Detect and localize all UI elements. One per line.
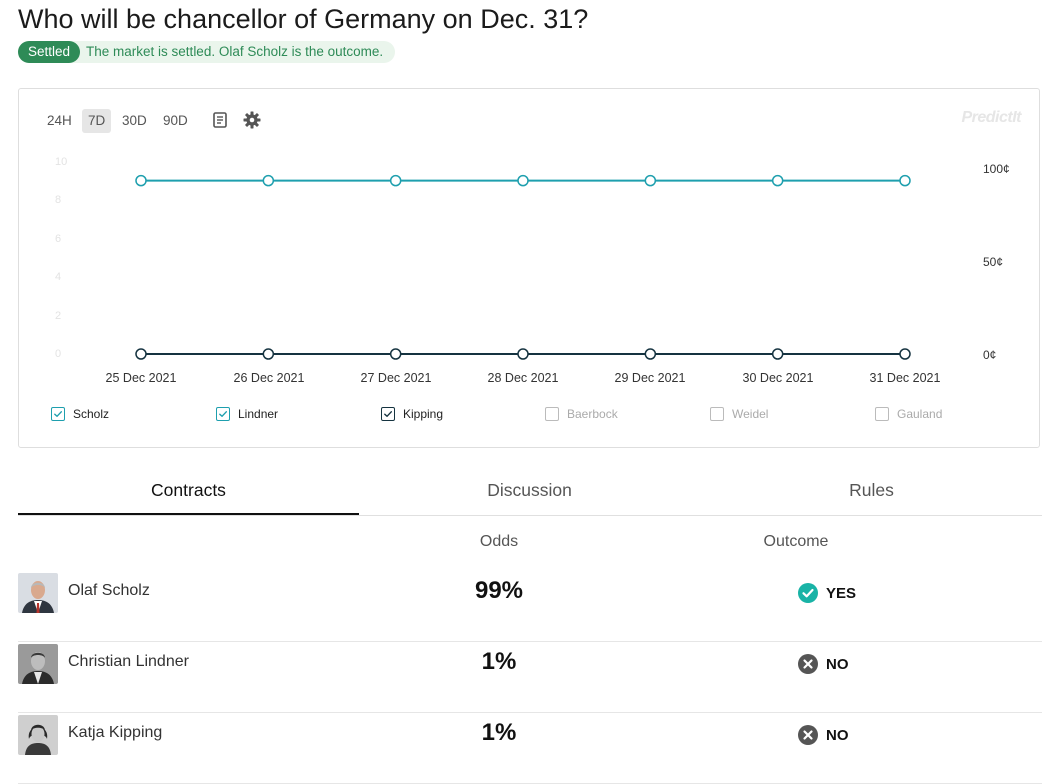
gear-icon[interactable] — [242, 110, 262, 130]
legend-weidel[interactable]: Weidel — [710, 407, 768, 421]
checkbox-icon — [545, 407, 559, 421]
x-tick-label: 29 Dec 2021 — [614, 371, 686, 385]
data-point-kipping[interactable] — [135, 348, 147, 360]
odds-value: 1% — [481, 719, 517, 746]
x-circle-icon — [798, 654, 818, 674]
range-24h-button[interactable]: 24H — [47, 113, 72, 128]
checkbox-icon — [216, 407, 230, 421]
x-tick-label: 26 Dec 2021 — [233, 371, 305, 385]
x-tick-label: 25 Dec 2021 — [105, 371, 177, 385]
legend-label: Baerbock — [567, 407, 618, 421]
data-point-scholz[interactable] — [644, 174, 657, 187]
avatar — [18, 573, 58, 613]
predictit-logo: PredictIt — [961, 109, 1021, 126]
data-point-kipping[interactable] — [262, 348, 275, 360]
tab-rules[interactable]: Rules — [849, 480, 894, 500]
market-status: Settled The market is settled. Olaf Scho… — [18, 41, 396, 63]
avatar — [18, 644, 58, 684]
tab-contracts[interactable]: Contracts — [18, 470, 359, 515]
status-message: The market is settled. Olaf Scholz is th… — [68, 41, 396, 63]
checkbox-icon — [710, 407, 724, 421]
checkbox-icon — [381, 407, 395, 421]
legend-label: Kipping — [403, 407, 444, 421]
legend-baerbock[interactable]: Baerbock — [545, 407, 618, 421]
checkbox-icon — [875, 407, 889, 421]
data-point-scholz[interactable] — [771, 174, 784, 187]
plot-area — [135, 174, 911, 360]
candidate-name[interactable]: Christian Lindner — [68, 653, 189, 670]
checkbox-icon — [51, 407, 65, 421]
y-tick-left: 6 — [55, 233, 62, 245]
range-7d-button[interactable]: 7D — [82, 109, 112, 133]
legend-gauland[interactable]: Gauland — [875, 407, 942, 421]
tab-discussion[interactable]: Discussion — [487, 480, 572, 500]
x-tick-label: 28 Dec 2021 — [487, 371, 559, 385]
data-point-kipping[interactable] — [389, 348, 402, 360]
outcome-label: YES — [826, 584, 857, 602]
data-point-kipping[interactable] — [517, 348, 529, 360]
legend-label: Gauland — [897, 407, 943, 421]
y-tick-left: 8 — [55, 194, 62, 206]
legend-label: Weidel — [732, 407, 769, 421]
x-tick-label: 27 Dec 2021 — [360, 371, 432, 385]
data-point-scholz[interactable] — [389, 174, 402, 187]
outcome: NO — [798, 654, 849, 674]
legend-scholz[interactable]: Scholz — [51, 407, 109, 421]
y-tick-right: 50¢ — [983, 255, 1004, 269]
range-30d-button[interactable]: 30D — [122, 113, 147, 128]
range-90d-button[interactable]: 90D — [163, 113, 188, 128]
data-point-scholz[interactable] — [262, 174, 275, 187]
legend-lindner[interactable]: Lindner — [216, 407, 278, 421]
y-tick-left: 10 — [55, 156, 68, 168]
data-point-kipping[interactable] — [899, 348, 911, 360]
y-tick-left: 0 — [55, 348, 62, 360]
data-point-scholz[interactable] — [135, 174, 147, 187]
contract-row[interactable]: Olaf Scholz 99% YES — [18, 571, 1042, 642]
data-point-scholz[interactable] — [517, 174, 529, 187]
y-tick-right: 0¢ — [983, 348, 997, 362]
settled-badge: Settled — [18, 41, 81, 63]
x-tick-label: 31 Dec 2021 — [869, 371, 941, 385]
avatar — [18, 715, 58, 755]
outcome-label: NO — [826, 655, 849, 673]
data-point-kipping[interactable] — [771, 348, 784, 360]
y-tick-left: 2 — [55, 310, 62, 322]
check-circle-icon — [798, 583, 818, 603]
legend-kipping[interactable]: Kipping — [381, 407, 443, 421]
odds-value: 99% — [474, 577, 524, 604]
candidate-name[interactable]: Katja Kipping — [68, 724, 163, 741]
contract-row[interactable]: Katja Kipping 1% NO — [18, 713, 1042, 784]
odds-value: 1% — [481, 648, 517, 675]
contract-row[interactable]: Christian Lindner 1% NO — [18, 642, 1042, 713]
price-chart-card: 24H 7D 30D 90D PredictIt 1 — [18, 88, 1040, 448]
outcome-column-header: Outcome — [763, 533, 829, 550]
legend-label: Scholz — [73, 407, 110, 421]
outcome: YES — [798, 583, 856, 603]
legend-label: Lindner — [238, 407, 279, 421]
data-point-kipping[interactable] — [644, 348, 657, 360]
tab-bar: Contracts Discussion Rules — [18, 470, 1042, 516]
outcome-label: NO — [826, 726, 849, 744]
odds-column-header: Odds — [479, 533, 519, 550]
notes-icon[interactable] — [210, 110, 230, 130]
outcome: NO — [798, 725, 849, 745]
page-title: Who will be chancellor of Germany on Dec… — [18, 4, 589, 34]
candidate-name[interactable]: Olaf Scholz — [68, 582, 150, 599]
y-tick-right: 100¢ — [983, 162, 1010, 176]
data-point-scholz[interactable] — [899, 174, 911, 187]
x-circle-icon — [798, 725, 818, 745]
x-tick-label: 30 Dec 2021 — [742, 371, 814, 385]
y-tick-left: 4 — [55, 271, 62, 283]
